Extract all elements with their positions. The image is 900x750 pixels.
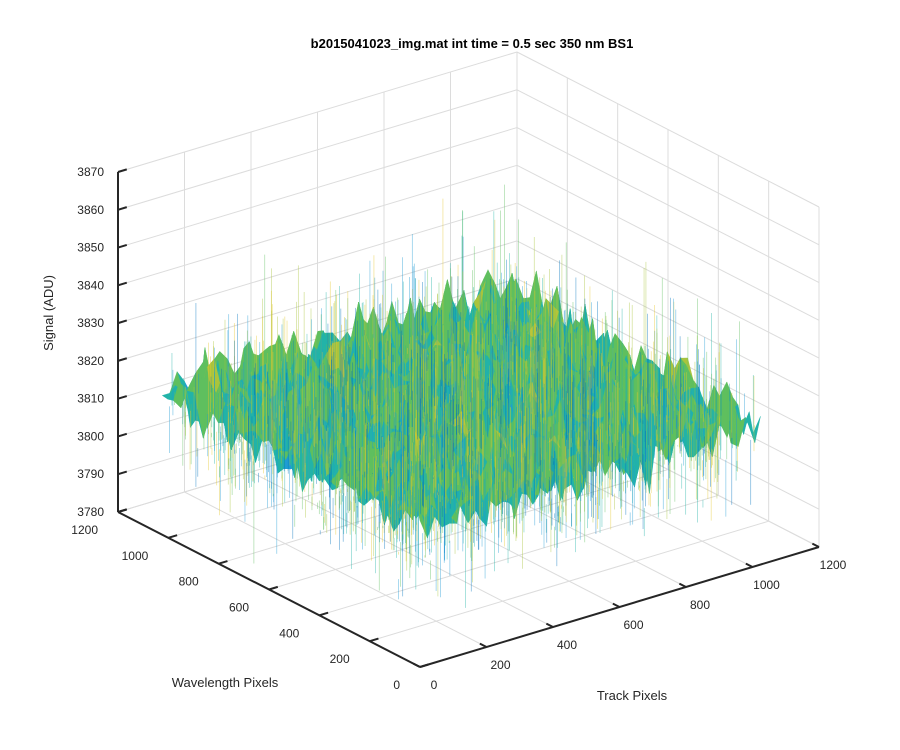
back-wall-grid-line [117,240,518,362]
x-tick-label: 600 [623,618,643,632]
side-wall-grid-line [516,164,820,321]
z-tick-label: 3810 [77,392,104,406]
back-wall-grid-line [117,89,518,211]
z-tick-label: 3840 [77,278,104,292]
x-tick-mark [811,542,820,548]
surface-plot [161,184,761,608]
side-wall-grid-line [516,89,820,246]
y-tick-label: 600 [229,601,249,615]
axes-layer [117,168,820,668]
x-tick-label: 200 [490,658,510,672]
z-tick-mark [117,319,128,325]
floor-grid-line [319,494,719,616]
y-tick-mark [168,534,178,539]
y-axis-label: Wavelength Pixels [172,675,279,690]
z-tick-mark [117,243,128,249]
y-tick-label: 1200 [71,523,98,537]
y-tick-label: 800 [179,575,199,589]
z-tick-label: 3860 [77,203,104,217]
x-tick-label: 400 [557,638,577,652]
z-tick-label: 3790 [77,467,104,481]
z-tick-label: 3850 [77,241,104,255]
z-tick-mark [117,508,128,513]
z-tick-mark [117,432,128,438]
z-tick-label: 3830 [77,316,104,330]
x-axis-label: Track Pixels [597,688,668,703]
z-tick-mark [117,206,128,211]
z-tick-mark [117,395,128,400]
back-wall-grid-line [117,127,518,249]
x-tick-mark [612,602,620,608]
y-tick-mark [419,663,430,668]
back-wall-grid-line [117,164,518,286]
side-wall-grid-line [516,240,820,397]
y-tick-mark [268,585,279,591]
floor-grid-line [268,469,669,590]
z-tick-mark [117,281,128,287]
chart-title: b2015041023_img.mat int time = 0.5 sec 3… [311,36,634,51]
y-tick-mark [218,560,228,565]
y-tick-label: 0 [393,678,400,692]
z-tick-label: 3780 [77,505,104,519]
side-wall-grid-line [516,51,820,208]
z-tick-label: 3870 [77,165,104,179]
side-wall-grid-line [516,202,820,359]
y-tick-mark [369,637,379,643]
floor-grid-line [369,520,769,642]
x-tick-mark [545,622,554,628]
x-tick-label: 0 [431,678,438,692]
tick-labels: 0 200 400 600 800 1000 1200 0 200 400 600 800 1000 12… [71,165,846,692]
x-tick-label: 1200 [820,558,847,572]
y-tick-mark [319,611,329,617]
z-tick-label: 3820 [77,354,104,368]
z-tick-mark [117,168,128,173]
x-tick-label: 1000 [753,578,780,592]
x-tick-mark [678,582,687,588]
z-tick-label: 3800 [77,429,104,443]
x-tick-mark [745,562,753,568]
y-tick-label: 1000 [122,549,149,563]
x-tick-label: 800 [690,598,710,612]
y-tick-label: 400 [279,626,299,640]
z-tick-mark [117,470,128,476]
z-tick-mark [117,357,128,362]
side-wall-grid-line [516,127,820,284]
x-tick-mark [479,642,487,648]
z-axis-label: Signal (ADU) [41,275,56,351]
back-wall-grid-line [117,51,518,173]
y-tick-label: 200 [330,652,350,666]
back-wall-grid-line [117,202,518,324]
x-tick-mark [412,662,421,668]
